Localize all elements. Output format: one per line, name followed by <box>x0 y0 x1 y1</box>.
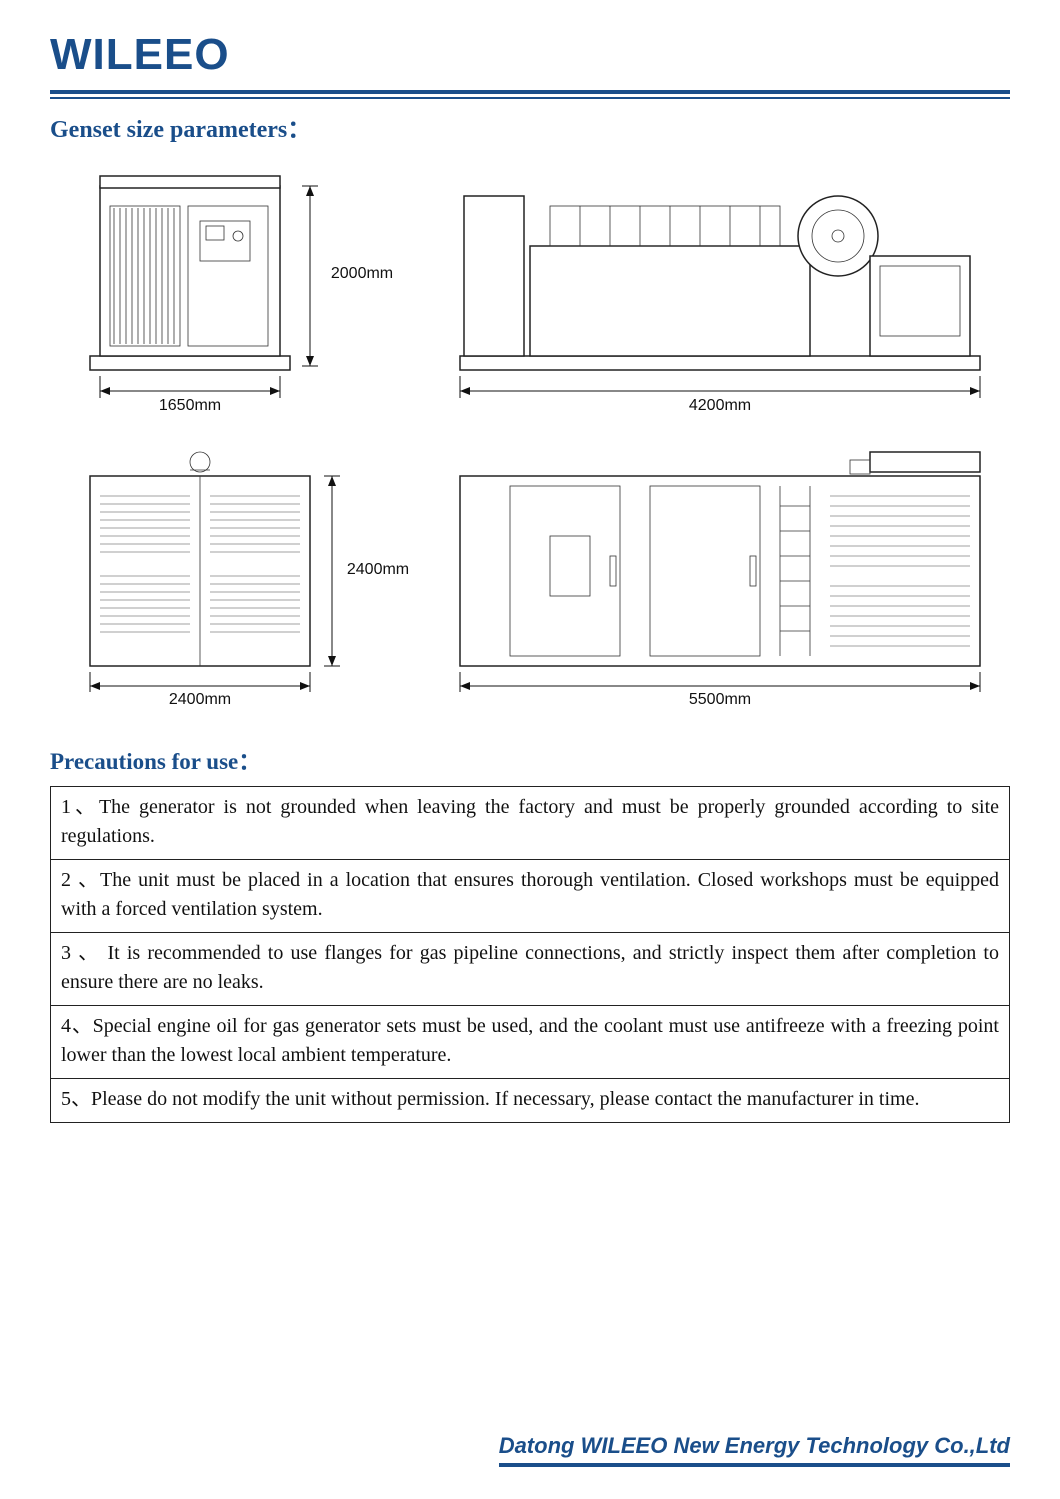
diagram-front-canopy: 2400mm 2400mm <box>70 446 410 706</box>
precaution-row: 2 、The unit must be placed in a location… <box>51 860 1010 933</box>
header-rule-thick <box>50 90 1010 94</box>
dim-front-canopy-width: 2400mm <box>169 691 231 706</box>
precaution-row: 1、The generator is not grounded when lea… <box>51 787 1010 860</box>
precaution-row: 5、Please do not modify the unit without … <box>51 1079 1010 1123</box>
footer-company: Datong WILEEO New Energy Technology Co.,… <box>499 1433 1010 1467</box>
section-title-precautions: Precautions for use： <box>50 742 1010 776</box>
header-rule-thin <box>50 97 1010 99</box>
section-title-genset-size: Genset size parameters： <box>50 109 1010 144</box>
dim-side-open-width: 4200mm <box>689 397 751 414</box>
brand-logo: WILEEO <box>50 30 1010 80</box>
diagram-grid: 2000mm 1650mm <box>70 166 1010 706</box>
precaution-row: 3 、 It is recommended to use flanges for… <box>51 933 1010 1006</box>
diagram-side-canopy: 5500mm <box>450 446 1010 706</box>
dim-side-canopy-width: 5500mm <box>689 691 751 706</box>
dim-front-open-height: 2000mm <box>331 265 393 282</box>
precautions-table: 1、The generator is not grounded when lea… <box>50 786 1010 1123</box>
diagram-front-open: 2000mm 1650mm <box>70 166 410 426</box>
dim-front-open-width: 1650mm <box>159 397 221 414</box>
dim-front-canopy-height: 2400mm <box>347 561 409 578</box>
precaution-row: 4、Special engine oil for gas generator s… <box>51 1006 1010 1079</box>
diagram-side-open: 4200mm <box>450 166 1010 426</box>
